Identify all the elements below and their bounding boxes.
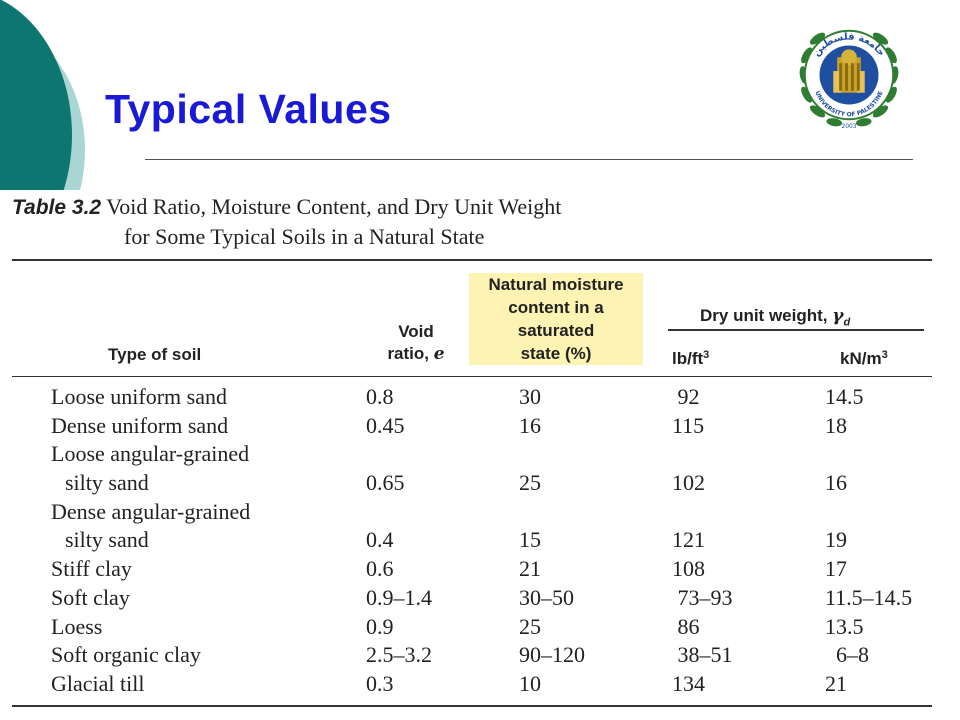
header-void-line2: ratio, bbox=[387, 344, 434, 363]
header-dry-label: Dry unit weight, bbox=[700, 306, 833, 325]
table-row: Loose angular-grained silty sand 0.65 25… bbox=[0, 440, 960, 497]
cell-void-ratio: 2.5–3.2 bbox=[366, 642, 432, 668]
table-row: Soft clay 0.9–1.4 30–50 73–93 11.5–14.5 bbox=[0, 584, 960, 613]
table-bottom-rule bbox=[12, 705, 932, 707]
table-top-rule bbox=[12, 259, 932, 261]
caption-text-1: Void Ratio, Moisture Content, and Dry Un… bbox=[106, 194, 562, 219]
table-row: Loess 0.9 25 86 13.5 bbox=[0, 613, 960, 642]
header-dry-unit-weight: Dry unit weight, γd bbox=[700, 305, 850, 333]
cell-kn-m3: 6–8 bbox=[825, 642, 869, 668]
corner-decoration bbox=[0, 0, 90, 190]
cell-kn-m3: 18 bbox=[825, 412, 847, 438]
cell-void-ratio: 0.45 bbox=[366, 412, 405, 438]
caption-line-1: Table 3.2 Void Ratio, Moisture Content, … bbox=[12, 192, 561, 222]
title-divider bbox=[145, 159, 913, 160]
cell-kn-m3: 19 bbox=[825, 527, 847, 553]
header-void-line1: Void bbox=[398, 322, 434, 341]
cell-void-ratio: 0.9–1.4 bbox=[366, 584, 432, 610]
header-lb-exp: 3 bbox=[703, 349, 710, 361]
table-header-rule bbox=[12, 376, 932, 377]
table-body: Loose uniform sand 0.8 30 92 14.5 Dense … bbox=[0, 383, 960, 699]
cell-kn-m3: 14.5 bbox=[825, 384, 864, 409]
cell-void-ratio: 0.6 bbox=[366, 556, 394, 582]
cell-lb-ft3: 102 bbox=[672, 470, 705, 496]
dry-weight-group-rule bbox=[668, 329, 924, 331]
cell-void-ratio: 0.4 bbox=[366, 527, 394, 553]
cell-moisture: 25 bbox=[519, 613, 541, 639]
header-kn-exp: 3 bbox=[881, 349, 888, 361]
cell-lb-ft3: 92 bbox=[672, 384, 700, 409]
table-caption: Table 3.2 Void Ratio, Moisture Content, … bbox=[12, 192, 561, 251]
cell-type: Dense angular-grained silty sand bbox=[51, 498, 250, 555]
table-row: Glacial till 0.3 10 134 21 bbox=[0, 670, 960, 699]
table-row: Dense angular-grained silty sand 0.4 15 … bbox=[0, 498, 960, 555]
logo-year: 2003 bbox=[842, 124, 857, 130]
table-row: Stiff clay 0.6 21 108 17 bbox=[0, 555, 960, 584]
cell-moisture: 30 bbox=[519, 384, 541, 409]
university-logo: جامعة فلسطين UNIVERSITY OF PALESTINE 200… bbox=[792, 18, 906, 132]
cell-type-line1: Loose angular-grained bbox=[51, 441, 250, 467]
cell-lb-ft3: 73–93 bbox=[672, 584, 733, 610]
header-moist-line2: content in a bbox=[508, 298, 604, 317]
cell-lb-ft3: 115 bbox=[672, 412, 705, 438]
cell-moisture: 25 bbox=[519, 470, 541, 496]
header-moist-line3: saturated bbox=[517, 321, 595, 340]
cell-moisture: 21 bbox=[519, 556, 541, 582]
header-dry-subscript: d bbox=[843, 316, 851, 329]
header-void-symbol: e bbox=[433, 344, 445, 364]
table-row: Dense uniform sand 0.45 16 115 18 bbox=[0, 412, 960, 441]
cell-type: Loose angular-grained silty sand bbox=[51, 440, 249, 497]
cell-lb-ft3: 86 bbox=[672, 613, 700, 639]
cell-void-ratio: 0.65 bbox=[366, 470, 405, 496]
caption-text-2: for Some Typical Soils in a Natural Stat… bbox=[124, 224, 485, 249]
cell-void-ratio: 0.3 bbox=[366, 670, 394, 696]
table-row: Soft organic clay 2.5–3.2 90–120 38–51 6… bbox=[0, 641, 960, 670]
header-type-of-soil: Type of soil bbox=[108, 345, 202, 364]
header-void-ratio: Void ratio, e bbox=[366, 321, 466, 365]
decor-shape-dark bbox=[0, 0, 72, 190]
cell-type: Dense uniform sand bbox=[51, 412, 229, 438]
header-lb-ft3: lb/ft3 bbox=[672, 344, 709, 370]
cell-kn-m3: 16 bbox=[825, 470, 847, 496]
cell-type: Loess bbox=[51, 613, 103, 639]
cell-void-ratio: 0.9 bbox=[366, 613, 394, 639]
header-lb-unit: lb/ft bbox=[672, 349, 704, 368]
header-moist-line4: state (%) bbox=[520, 344, 592, 363]
cell-kn-m3: 17 bbox=[825, 556, 847, 582]
cell-type: Loose uniform sand bbox=[51, 384, 227, 409]
cell-kn-m3: 13.5 bbox=[825, 613, 864, 639]
cell-moisture: 10 bbox=[519, 670, 541, 696]
header-kn-unit: kN/m bbox=[840, 349, 882, 368]
cell-type: Glacial till bbox=[51, 670, 145, 696]
header-dry-symbol: γ bbox=[832, 306, 844, 326]
cell-type: Stiff clay bbox=[51, 556, 132, 582]
cell-type-line2: silty sand bbox=[65, 527, 149, 553]
table-label: Table 3.2 bbox=[12, 196, 102, 219]
cell-type-line2: silty sand bbox=[65, 470, 149, 496]
cell-type-line1: Dense angular-grained bbox=[51, 498, 251, 524]
cell-moisture: 15 bbox=[519, 527, 541, 553]
cell-moisture: 30–50 bbox=[519, 584, 574, 610]
cell-type: Soft clay bbox=[51, 584, 130, 610]
table-row: Loose uniform sand 0.8 30 92 14.5 bbox=[0, 383, 960, 412]
header-kn-m3: kN/m3 bbox=[840, 344, 888, 370]
header-moisture-content: Natural moisture content in a saturated … bbox=[469, 273, 643, 365]
cell-lb-ft3: 108 bbox=[672, 556, 705, 582]
cell-lb-ft3: 38–51 bbox=[672, 642, 733, 668]
slide-title: Typical Values bbox=[105, 86, 392, 132]
cell-type: Soft organic clay bbox=[51, 642, 201, 668]
header-moist-line1: Natural moisture bbox=[488, 275, 624, 294]
cell-void-ratio: 0.8 bbox=[366, 384, 394, 409]
cell-lb-ft3: 121 bbox=[672, 527, 705, 553]
cell-moisture: 90–120 bbox=[519, 642, 585, 668]
cell-moisture: 16 bbox=[519, 412, 541, 438]
cell-kn-m3: 21 bbox=[825, 670, 847, 696]
cell-kn-m3: 11.5–14.5 bbox=[825, 584, 913, 610]
cell-lb-ft3: 134 bbox=[672, 670, 705, 696]
